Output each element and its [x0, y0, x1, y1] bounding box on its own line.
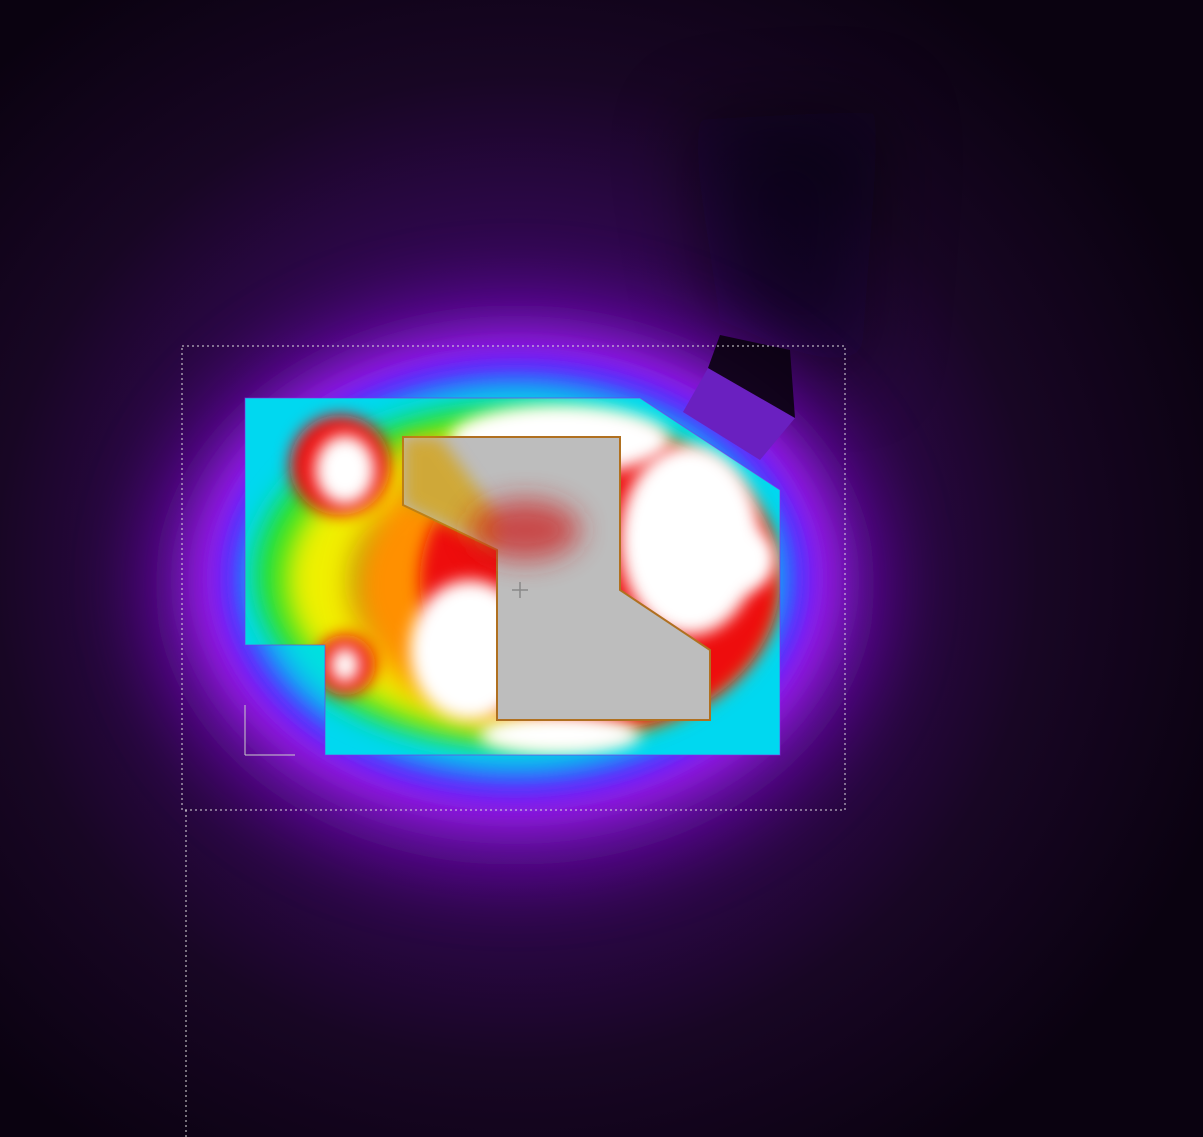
extension	[683, 368, 795, 460]
building-outline	[244, 397, 781, 756]
selection-box	[181, 345, 846, 811]
axis-gizmo	[244, 705, 295, 756]
shadow	[690, 110, 880, 380]
extension-shadow	[708, 335, 795, 418]
obstruction	[402, 436, 711, 721]
move-cursor	[512, 582, 528, 598]
